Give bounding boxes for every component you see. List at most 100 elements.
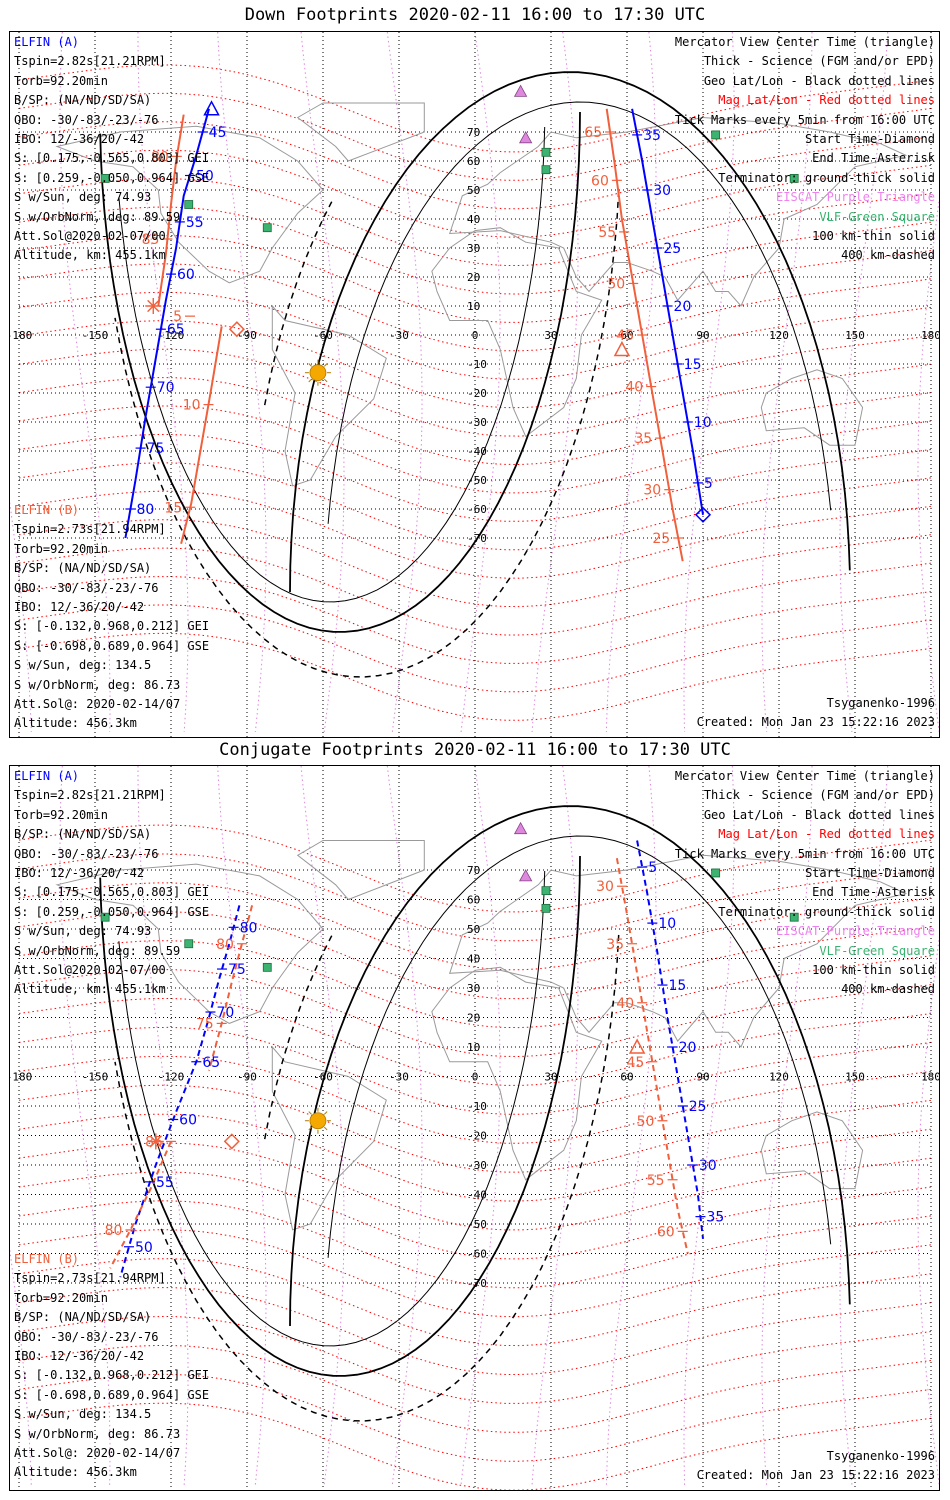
elfin-a-time-label: 25 bbox=[663, 241, 681, 257]
terminator-ground bbox=[99, 855, 581, 1377]
mag-lat-line bbox=[18, 490, 932, 579]
mag-lon-line bbox=[605, 32, 657, 733]
lat-tick-label: -70 bbox=[467, 1277, 487, 1290]
info-line: Altitude: 456.3km bbox=[14, 716, 137, 731]
info-line: B/SP: (NA/ND/SD/SA) bbox=[14, 827, 152, 842]
lon-tick-label: 90 bbox=[696, 1071, 709, 1084]
elfin-b-time-label: 15 bbox=[164, 500, 182, 516]
mag-lat-line bbox=[18, 178, 932, 266]
elfin-b-track-west-2 bbox=[180, 326, 223, 545]
elfin-b-time-label: 50 bbox=[637, 1114, 655, 1130]
mag-lat-line bbox=[18, 462, 932, 551]
info-line: EISCAT-Purple Triangle bbox=[776, 190, 935, 205]
info-line: Altitude, km: 455.1km bbox=[14, 982, 166, 997]
info-line: Tspin=2.82s[21.21RPM] bbox=[14, 54, 166, 69]
mag-lon-line bbox=[683, 32, 735, 733]
lat-tick-label: 30 bbox=[467, 982, 480, 995]
elfin-a-time-label: 45 bbox=[209, 125, 227, 141]
info-line: S: [0.175,-0.565,0.803] GEI bbox=[14, 885, 210, 900]
top-legend: Mercator View Center Time (triangle) Thic… bbox=[675, 33, 935, 266]
lon-tick-label: -60 bbox=[313, 1071, 333, 1084]
elfin-a-time-label: 65 bbox=[202, 1055, 220, 1071]
lon-tick-label: -150 bbox=[82, 1071, 109, 1084]
mag-lat-line bbox=[18, 853, 932, 942]
mag-lat-line bbox=[18, 1113, 932, 1202]
lat-tick-label: -10 bbox=[467, 1100, 487, 1113]
lon-tick-label: 30 bbox=[544, 329, 557, 342]
elfin-b-time-label: 80 bbox=[216, 937, 234, 953]
lat-tick-label: -40 bbox=[467, 1189, 487, 1202]
info-line: S w/Sun, deg: 74.93 bbox=[14, 190, 152, 205]
mag-lon-line bbox=[137, 32, 189, 733]
info-line: Tick Marks every 5min from 16:00 UTC bbox=[674, 112, 935, 127]
top-model-label: Tsyganenko-1996 bbox=[826, 696, 935, 710]
sun-ray bbox=[323, 1111, 328, 1115]
elfin-b-time-label: 80 bbox=[105, 1223, 123, 1239]
elfin-b-time-label: 80 bbox=[151, 149, 169, 165]
bottom-footer: Tsyganenko-1996 Created: Mon Jan 23 15:2… bbox=[697, 1449, 935, 1487]
mag-lat-line bbox=[18, 882, 932, 971]
mag-lat-line bbox=[18, 519, 932, 608]
info-line: VLF-Green Square bbox=[819, 209, 935, 224]
elfin-b-time-label: 40 bbox=[625, 380, 643, 396]
info-line: End Time-Asterisk bbox=[812, 151, 935, 166]
mag-lon-line bbox=[605, 766, 657, 1487]
vlf-square bbox=[541, 165, 551, 175]
info-line: S w/OrbNorm, deg: 89.59 bbox=[14, 943, 181, 958]
mag-lon-line bbox=[386, 766, 423, 1487]
info-line: B/SP: (NA/ND/SD/SA) bbox=[14, 561, 152, 576]
mag-lat-line bbox=[18, 291, 932, 380]
sun-ray bbox=[308, 363, 312, 367]
terminator-100km bbox=[327, 835, 832, 1258]
lat-tick-label: 70 bbox=[467, 864, 480, 877]
elfin-a-time-label: 80 bbox=[136, 502, 154, 518]
bottom-legend: Mercator View Center Time (triangle) Thic… bbox=[675, 767, 935, 1000]
elfin-b-time-label: 65 bbox=[584, 125, 602, 141]
info-line: OBO: -30/-83/-23/-76 bbox=[14, 846, 159, 861]
start-diamond bbox=[228, 321, 245, 338]
lon-tick-label: 120 bbox=[769, 329, 789, 342]
info-line: S w/Sun, deg: 134.5 bbox=[14, 658, 152, 673]
info-line: S w/OrbNorm, deg: 86.73 bbox=[14, 677, 181, 692]
elfin-b-time-label: 5 bbox=[173, 309, 182, 325]
elfin-a-time-label: 20 bbox=[679, 1040, 697, 1056]
elfin-b-time-label: 35 bbox=[606, 937, 624, 953]
info-line: Thick - Science (FGM and/or EPD) bbox=[703, 788, 935, 803]
elfin-a-time-label: 50 bbox=[196, 169, 214, 185]
info-line: S: [-0.132,0.968,0.212] GEI bbox=[14, 619, 210, 634]
mag-lat-line bbox=[18, 1315, 932, 1404]
elfin-a-time-label: 10 bbox=[694, 415, 712, 431]
elfin-b-time-label: 30 bbox=[596, 879, 614, 895]
info-line: 400 km-dashed bbox=[841, 248, 935, 263]
info-line: EISCAT-Purple Triangle bbox=[776, 924, 935, 939]
elfin-b-time-label: 25 bbox=[652, 531, 670, 547]
coastline bbox=[431, 966, 603, 1181]
elfin-b-time-label: 40 bbox=[616, 996, 634, 1012]
mag-lat-line bbox=[18, 576, 932, 664]
mag-lat-line bbox=[18, 235, 932, 323]
lat-tick-label: -60 bbox=[467, 1248, 487, 1261]
mag-lon-line bbox=[917, 197, 939, 733]
info-line: S w/OrbNorm, deg: 89.59 bbox=[14, 209, 181, 224]
sun-ray bbox=[323, 363, 328, 367]
info-line: Mercator View Center Time (triangle) bbox=[674, 769, 935, 783]
info-line: B/SP: (NA/ND/SD/SA) bbox=[14, 93, 152, 108]
lat-tick-label: -30 bbox=[467, 1159, 487, 1172]
lon-tick-label: 150 bbox=[845, 329, 865, 342]
lon-tick-label: 30 bbox=[544, 1071, 557, 1084]
lat-tick-label: -50 bbox=[467, 474, 487, 487]
eiscat-triangle bbox=[513, 84, 528, 97]
mag-lon-line bbox=[531, 766, 579, 1487]
mag-lon-line bbox=[531, 32, 579, 733]
vlf-square bbox=[184, 939, 194, 949]
lat-tick-label: -60 bbox=[467, 503, 487, 516]
mag-lon-line bbox=[683, 766, 735, 1487]
elfin-b-time-label: 60 bbox=[591, 173, 609, 189]
mag-lat-line bbox=[18, 348, 932, 437]
lat-tick-label: 40 bbox=[467, 213, 480, 226]
lat-tick-label: 10 bbox=[467, 1041, 480, 1054]
lon-tick-label: 150 bbox=[845, 1071, 865, 1084]
elfin-b-time-label: 75 bbox=[196, 1016, 214, 1032]
elfin-a-time-label: 60 bbox=[177, 267, 195, 283]
info-line: End Time-Asterisk bbox=[812, 885, 935, 900]
